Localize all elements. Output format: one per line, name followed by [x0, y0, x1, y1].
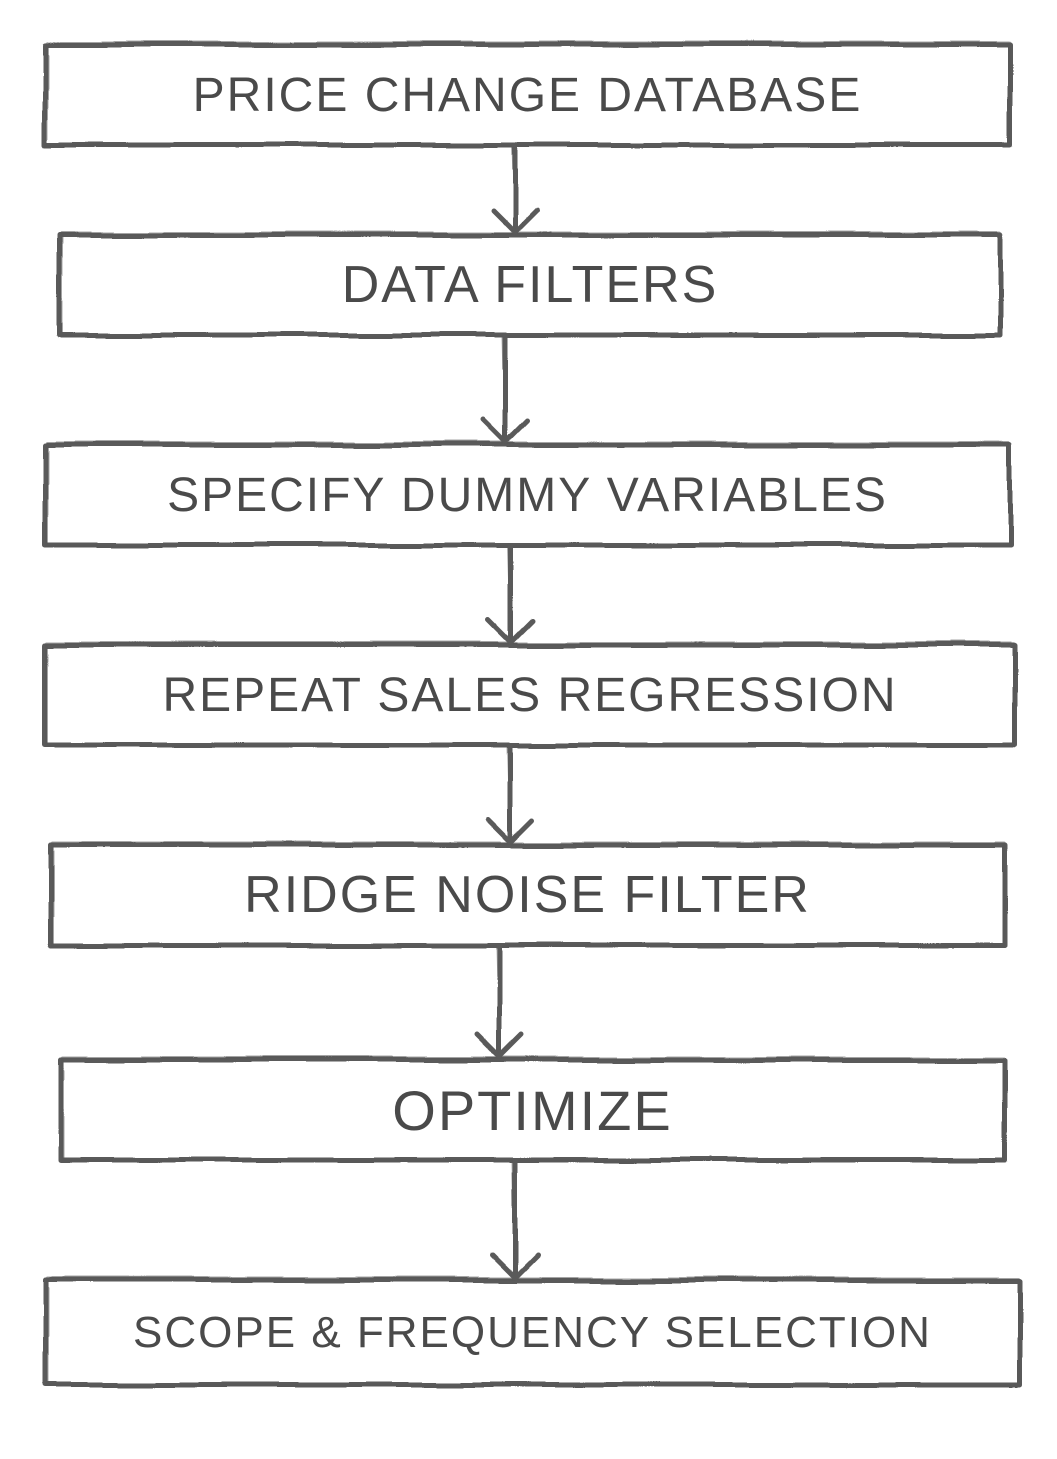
flow-node-n5: RIDGE NOISE FILTER — [50, 845, 1005, 945]
flow-node-label: PRICE CHANGE DATABASE — [193, 68, 863, 123]
flow-node-label: SPECIFY DUMMY VARIABLES — [167, 468, 888, 523]
flow-node-label: SCOPE & FREQUENCY SELECTION — [133, 1308, 932, 1358]
arrowhead-icon — [483, 420, 527, 442]
arrowhead-icon — [478, 1035, 522, 1057]
arrowhead-icon — [493, 210, 537, 232]
flow-node-label: RIDGE NOISE FILTER — [244, 865, 811, 925]
flowchart-canvas: PRICE CHANGE DATABASE DATA FILTERS SPECIFY… — [0, 0, 1057, 1459]
arrowhead-icon — [488, 620, 532, 642]
flow-node-label: OPTIMIZE — [392, 1078, 672, 1143]
flow-node-n1: PRICE CHANGE DATABASE — [45, 45, 1010, 145]
flow-node-n4: REPEAT SALES REGRESSION — [45, 645, 1015, 745]
arrowhead-icon — [488, 820, 532, 842]
flow-node-label: DATA FILTERS — [342, 255, 719, 315]
flow-node-n6: OPTIMIZE — [60, 1060, 1005, 1160]
flow-node-n7: SCOPE & FREQUENCY SELECTION — [45, 1280, 1020, 1385]
flow-node-n2: DATA FILTERS — [60, 235, 1000, 335]
flow-node-n3: SPECIFY DUMMY VARIABLES — [45, 445, 1010, 545]
flow-node-label: REPEAT SALES REGRESSION — [162, 668, 897, 723]
arrowhead-icon — [493, 1255, 537, 1277]
